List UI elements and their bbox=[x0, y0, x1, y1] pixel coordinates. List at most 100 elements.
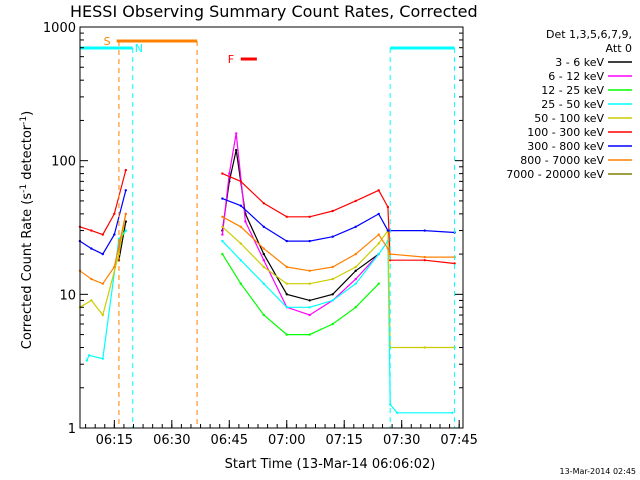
series-point-3 bbox=[308, 306, 311, 309]
x-axis-label: Start Time (13-Mar-14 06:06:02) bbox=[225, 457, 436, 472]
data-layer bbox=[78, 132, 456, 414]
plot-frame bbox=[79, 26, 464, 429]
saa-label: S bbox=[104, 35, 111, 48]
series-point-3 bbox=[451, 411, 454, 414]
series-point-5 bbox=[285, 215, 288, 218]
y-tick-label: 1000 bbox=[43, 21, 76, 36]
series-point-7 bbox=[386, 247, 390, 250]
y-tick-label: 1 bbox=[68, 422, 76, 437]
series-point-3 bbox=[395, 411, 399, 414]
series-point-5 bbox=[453, 262, 456, 265]
series-point-1 bbox=[354, 277, 357, 281]
series-point-3 bbox=[389, 403, 392, 406]
series-point-0 bbox=[285, 293, 288, 296]
series-point-6 bbox=[285, 239, 288, 243]
series-point-1 bbox=[221, 233, 224, 236]
series-point-4 bbox=[221, 225, 224, 228]
x-tick-label: 06:30 bbox=[153, 433, 190, 448]
x-axis: 06:15 06:30 06:45 07:00 07:15 07:30 07:45 bbox=[85, 420, 478, 448]
series-point-3 bbox=[87, 354, 91, 357]
series-point-7 bbox=[308, 269, 311, 272]
series-point-5 bbox=[101, 233, 105, 236]
series-point-5 bbox=[423, 259, 426, 262]
series-line-5 bbox=[79, 169, 455, 265]
series-point-4 bbox=[262, 265, 265, 269]
series-point-6 bbox=[377, 212, 380, 216]
series-point-7 bbox=[124, 212, 128, 216]
series-point-6 bbox=[239, 204, 242, 207]
legend-entry-label: 100 - 300 keV bbox=[527, 126, 604, 139]
series-point-6 bbox=[331, 235, 334, 238]
legend-entry-label: 3 - 6 keV bbox=[555, 56, 604, 69]
series-point-7 bbox=[377, 233, 380, 236]
series-point-7 bbox=[389, 252, 392, 256]
series-point-5 bbox=[221, 172, 224, 175]
series-point-3 bbox=[331, 299, 334, 302]
series-point-4 bbox=[239, 242, 242, 245]
series-point-7 bbox=[262, 247, 265, 250]
chart-title: HESSI Observing Summary Count Rates, Cor… bbox=[70, 2, 478, 21]
series-point-1 bbox=[244, 220, 247, 223]
series-point-5 bbox=[331, 209, 334, 213]
series-point-5 bbox=[239, 180, 242, 183]
series-point-7 bbox=[221, 215, 224, 218]
series-point-6 bbox=[221, 197, 224, 200]
series-point-1 bbox=[308, 313, 311, 317]
series-line-2 bbox=[118, 230, 380, 336]
series-line-6 bbox=[79, 190, 455, 255]
series-point-4 bbox=[331, 277, 334, 281]
series-point-7 bbox=[285, 265, 288, 269]
series-point-7 bbox=[90, 277, 93, 281]
y-axis: 1 10 100 1000 bbox=[43, 21, 463, 437]
legend-header-detectors: Det 1,3,5,6,7,9, bbox=[546, 28, 632, 41]
legend-entry-label: 6 - 12 keV bbox=[548, 70, 604, 83]
y-axis-label-part3: ) bbox=[20, 111, 35, 116]
x-tick-label: 07:30 bbox=[383, 433, 420, 448]
y-axis-label-exp2: -1 bbox=[19, 116, 29, 125]
series-point-5 bbox=[262, 202, 265, 205]
series-point-2 bbox=[331, 322, 334, 326]
series-point-1 bbox=[228, 172, 231, 175]
series-point-4 bbox=[308, 282, 311, 285]
series-point-4 bbox=[101, 313, 105, 317]
legend-entry-label: 800 - 7000 keV bbox=[520, 154, 604, 167]
series-point-7 bbox=[239, 225, 242, 228]
series-point-5 bbox=[308, 215, 311, 218]
series-point-1 bbox=[262, 259, 265, 262]
legend-entry-label: 25 - 50 keV bbox=[541, 98, 604, 111]
series-point-3 bbox=[262, 282, 265, 285]
series-point-7 bbox=[354, 252, 357, 256]
series-point-3 bbox=[221, 239, 224, 243]
series-line-0 bbox=[118, 149, 380, 302]
series-point-0 bbox=[308, 299, 311, 302]
series-point-4 bbox=[423, 346, 426, 349]
series-point-3 bbox=[124, 229, 128, 232]
series-point-6 bbox=[423, 229, 426, 232]
legend-entry-label: 300 - 800 keV bbox=[527, 140, 604, 153]
series-point-2 bbox=[262, 313, 265, 317]
legend-header-attenuator: Att 0 bbox=[606, 42, 632, 55]
series-point-6 bbox=[124, 189, 128, 192]
series-point-2 bbox=[354, 306, 357, 309]
x-tick-label: 07:00 bbox=[268, 433, 305, 448]
series-point-5 bbox=[386, 205, 390, 209]
series-point-1 bbox=[235, 132, 238, 135]
y-tick-label: 10 bbox=[59, 288, 76, 303]
series-point-7 bbox=[423, 255, 426, 259]
series-point-5 bbox=[377, 189, 380, 192]
flare-label: F bbox=[228, 53, 234, 66]
series-point-0 bbox=[331, 293, 334, 296]
series-line-7 bbox=[79, 213, 455, 285]
series-point-3 bbox=[117, 237, 121, 241]
series-point-6 bbox=[354, 225, 357, 228]
series-point-2 bbox=[239, 282, 242, 285]
series-point-4 bbox=[285, 282, 288, 285]
series-point-4 bbox=[354, 265, 357, 269]
y-axis-label: Corrected Count Rate (s-1 detector-1) bbox=[19, 111, 35, 349]
series-point-3 bbox=[377, 252, 380, 256]
legend-entry-label: 7000 - 20000 keV bbox=[506, 168, 604, 181]
night-label: N bbox=[135, 42, 143, 55]
series-point-4 bbox=[377, 242, 380, 245]
